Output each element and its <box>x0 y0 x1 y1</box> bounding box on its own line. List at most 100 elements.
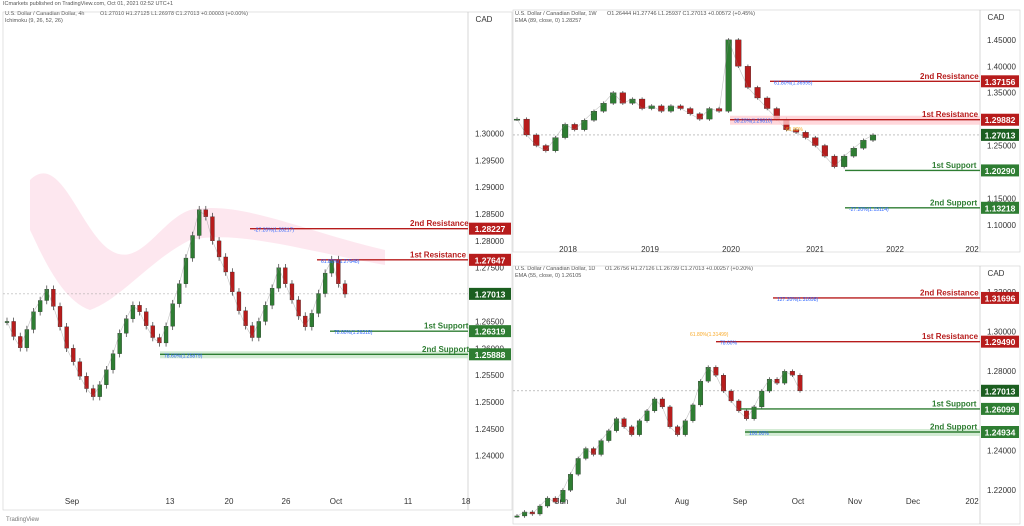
x-tick-label: 2018 <box>559 245 577 254</box>
chart-pane-1: CAD1.100001.150001.200001.250001.300001.… <box>512 9 1021 254</box>
current-price-box <box>981 128 1019 141</box>
y-tick-label: 1.22000 <box>987 486 1016 495</box>
y-tick-label: 1.25500 <box>475 371 504 380</box>
pane-4h-symbol: U.S. Dollar / Canadian Dollar, 4h <box>5 11 85 17</box>
candle-body <box>575 458 581 475</box>
candle-body <box>619 92 626 104</box>
candle-body <box>130 305 136 319</box>
price-path <box>516 366 801 517</box>
candle-body <box>797 375 803 391</box>
level-label: 2nd Support <box>930 198 977 207</box>
current-price-text: 1.27013 <box>475 289 506 299</box>
candle-body <box>766 378 772 392</box>
chart-pane-0: CAD1.240001.245001.250001.255001.260001.… <box>2 11 513 511</box>
level-price-text: 1.28227 <box>475 224 506 234</box>
candle-body <box>250 325 255 338</box>
candle-body <box>316 293 321 314</box>
x-tick-label: 2021 <box>806 245 824 254</box>
pane-1d-ohlc: O1.26756 H1.27126 L1.26739 C1.27013 +0.0… <box>605 266 754 272</box>
y-tick-label: 1.30000 <box>475 129 504 138</box>
fib-label: 78.60% <box>720 341 738 347</box>
fib-label: -27.20%(1.13114) <box>849 207 889 213</box>
level-price-text: 1.25888 <box>475 350 506 360</box>
level-price-box <box>469 348 511 361</box>
level-label: 1st Resistance <box>922 110 979 119</box>
axis-unit-label: CAD <box>476 15 493 24</box>
candle-body <box>636 420 642 435</box>
candle-body <box>869 134 877 141</box>
candle-body <box>706 108 713 120</box>
fib-label: 78.60%(1.25879) <box>164 353 203 359</box>
fib-label: 78.60%(1.26318) <box>334 330 373 336</box>
pane-1w-ohlc: O1.26444 H1.27746 L1.25937 C1.27013 +0.0… <box>607 11 756 17</box>
fib-label: -27.20%(1.28217) <box>254 228 294 234</box>
candle-body <box>77 361 83 377</box>
level-price-text: 1.26319 <box>475 327 506 337</box>
candle-body <box>581 120 588 130</box>
candle-body <box>705 367 711 382</box>
candle-body <box>256 321 261 338</box>
candle-body <box>850 148 857 157</box>
x-tick-label: 20 <box>225 497 234 506</box>
level-price-box <box>981 335 1019 348</box>
candle-body <box>57 306 63 327</box>
candle-body <box>682 420 688 435</box>
current-price-box <box>469 287 511 300</box>
y-tick-label: 1.28500 <box>475 210 504 219</box>
x-tick-label: 2020 <box>722 245 740 254</box>
candle-body <box>687 108 694 114</box>
level-price-text: 1.26099 <box>985 404 1016 414</box>
y-tick-label: 1.24000 <box>475 452 504 461</box>
candle-body <box>44 289 49 301</box>
x-tick-label: 18 <box>462 497 471 506</box>
candle-body <box>303 315 308 327</box>
x-tick-label: Jul <box>616 497 626 506</box>
fib-label: 100.00% <box>749 431 769 437</box>
y-tick-label: 1.35000 <box>987 89 1016 98</box>
candle-body <box>754 87 761 99</box>
candle-body <box>197 209 202 236</box>
level-label: 1st Support <box>932 399 977 408</box>
candle-body <box>610 92 617 104</box>
candle-body <box>322 272 328 294</box>
level-label: 2nd Support <box>422 345 469 354</box>
candle-body <box>667 406 673 427</box>
current-price-text: 1.27013 <box>985 130 1016 140</box>
candle-body <box>560 490 566 503</box>
ichimoku-cloud <box>30 173 385 310</box>
pane-frame <box>2 11 513 511</box>
x-tick-label: 2022 <box>886 245 904 254</box>
candle-body <box>590 111 598 121</box>
pane-4h-ohlc: O1.27010 H1.27125 L1.26978 C1.27013 +0.0… <box>100 11 249 17</box>
candle-body <box>91 388 96 397</box>
fib-label: 127.20%(1.31698) <box>777 297 818 303</box>
candle-body <box>562 124 569 138</box>
x-tick-label: Oct <box>792 497 805 506</box>
candle-body <box>621 418 627 427</box>
candle-body <box>51 289 56 307</box>
y-tick-label: 1.26500 <box>475 317 504 326</box>
pane-1d-symbol: U.S. Dollar / Canadian Dollar, 1D <box>515 266 596 272</box>
candle-body <box>545 497 551 507</box>
candle-body <box>289 283 295 301</box>
candle-body <box>18 336 23 348</box>
candle-body <box>210 216 215 242</box>
candle-body <box>110 353 116 370</box>
level-price-box <box>981 75 1019 88</box>
candle-body <box>690 404 696 421</box>
brand-label: TradingView <box>6 517 40 523</box>
candle-body <box>243 310 248 326</box>
level-price-text: 1.27647 <box>475 255 506 265</box>
price-path <box>6 209 346 398</box>
level-label: 1st Support <box>932 161 977 170</box>
candle-body <box>514 515 520 518</box>
level-price-text: 1.13218 <box>985 203 1016 213</box>
candle-body <box>11 321 16 337</box>
candle-body <box>698 380 704 406</box>
candle-body <box>269 287 275 306</box>
candle-body <box>117 333 122 354</box>
candle-body <box>860 140 867 149</box>
level-price-text: 1.37156 <box>985 77 1016 87</box>
